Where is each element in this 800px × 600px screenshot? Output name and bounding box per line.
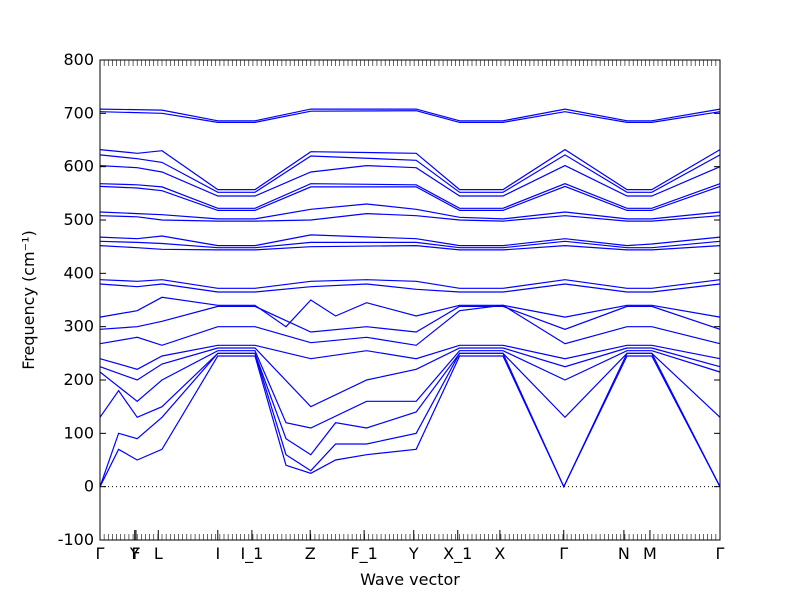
phonon-branch-23 [99, 355, 721, 489]
phonon-branch-16 [99, 305, 721, 333]
x-tick-label: F [131, 544, 140, 563]
y-tick-label: 700 [63, 103, 94, 122]
x-tick-label: Γ [716, 544, 725, 563]
x-tick-label: I [215, 544, 220, 563]
y-tick-label: 300 [63, 317, 94, 336]
phonon-branch-4 [99, 154, 721, 193]
phonon-branch-5 [99, 164, 721, 197]
x-tick-label: Y [408, 544, 419, 563]
phonon-branch-21 [99, 352, 721, 456]
plot-area [100, 60, 720, 540]
x-tick-label: I_1 [240, 544, 263, 564]
phonon-branch-18 [99, 344, 721, 370]
phonon-branch-2 [99, 110, 721, 123]
x-tick-label: X_1 [443, 544, 472, 564]
x-tick-label: Γ [559, 544, 568, 563]
x-tick-label: X [494, 544, 505, 563]
phonon-branch-8 [99, 203, 721, 220]
x-tick-label: L [154, 544, 163, 563]
x-tick-label: N [618, 544, 630, 563]
phonon-branch-10 [99, 234, 721, 247]
y-tick-label: 400 [63, 263, 94, 282]
phonon-branch-1 [99, 108, 721, 122]
y-tick-label: -100 [58, 530, 94, 549]
phonon-branch-15 [99, 296, 721, 328]
phonon-branch-12 [99, 244, 721, 251]
phonon-branch-14 [99, 283, 721, 293]
phonon-branch-11 [99, 240, 721, 249]
phonon-branch-20 [99, 350, 721, 429]
plot-background [100, 60, 720, 540]
y-tick-label: 500 [63, 210, 94, 229]
phonon-branch-19 [99, 347, 721, 408]
phonon-branch-13 [99, 279, 721, 289]
x-tick-label: F_1 [350, 544, 377, 564]
phonon-branch-3 [99, 148, 721, 191]
x-tick-label: Γ [96, 544, 105, 563]
phonon-branch-7 [99, 185, 721, 211]
y-tick-label: 200 [63, 370, 94, 389]
x-axis-label: Wave vector [360, 570, 460, 589]
phonon-branch-17 [99, 304, 721, 346]
y-tick-label: 0 [84, 477, 94, 496]
phonon-branch-6 [99, 183, 721, 209]
y-tick-label: 600 [63, 157, 94, 176]
x-tick-label: Y [129, 544, 140, 563]
y-axis-label: Frequency (cm⁻¹) [19, 230, 38, 369]
phonon-branch-9 [99, 212, 721, 222]
x-tick-label: Z [305, 544, 316, 563]
x-tick-label: M [643, 544, 657, 563]
y-tick-label: 100 [63, 423, 94, 442]
series-layer [99, 108, 721, 489]
y-tick-label: 800 [63, 50, 94, 69]
